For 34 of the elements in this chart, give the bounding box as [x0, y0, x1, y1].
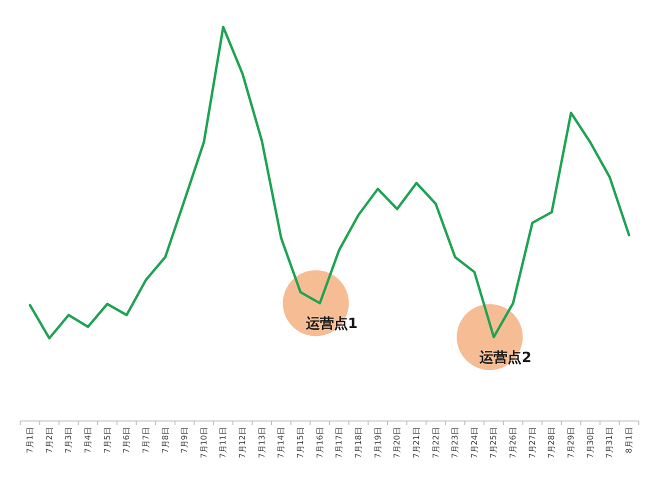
x-tick-label: 7月14日 — [276, 427, 286, 458]
x-tick-label: 7月9日 — [180, 427, 190, 454]
x-tick-label: 7月6日 — [122, 427, 132, 454]
x-tick-label: 7月8日 — [160, 427, 170, 454]
x-tick-label: 7月12日 — [238, 427, 248, 458]
x-tick-label: 7月27日 — [528, 427, 537, 458]
x-tick-label: 7月13日 — [257, 427, 266, 458]
x-tick-label: 7月31日 — [605, 427, 614, 458]
x-tick-label: 7月10日 — [199, 427, 208, 458]
x-tick-label: 7月26日 — [508, 427, 518, 458]
x-tick-label: 7月18日 — [354, 427, 363, 458]
x-tick-label: 7月2日 — [44, 427, 54, 454]
x-tick-label: 7月17日 — [334, 427, 344, 458]
x-tick-label: 7月28日 — [547, 427, 556, 458]
x-tick-label: 7月5日 — [102, 427, 112, 454]
x-tick-label: 7月19日 — [373, 427, 382, 458]
x-tick-label: 7月15日 — [296, 427, 306, 458]
x-tick-label: 7月11日 — [218, 427, 228, 458]
x-tick-label: 7月29日 — [566, 427, 576, 458]
annotation: 运营点2 — [478, 350, 532, 366]
x-tick-label: 7月4日 — [83, 427, 92, 454]
x-tick-label: 8月1日 — [624, 427, 634, 454]
x-tick-label: 7月1日 — [26, 427, 34, 454]
x-tick-label: 7月24日 — [470, 427, 479, 458]
x-tick-label: 7月25日 — [489, 427, 498, 458]
x-tick-label: 7月30日 — [586, 427, 595, 458]
x-tick-label: 7月16日 — [315, 427, 324, 458]
x-tick-label: 7月7日 — [141, 427, 150, 454]
x-tick-label: 7月21日 — [412, 427, 421, 458]
x-tick-label: 7月23日 — [450, 427, 460, 458]
annotation: 运营点1 — [304, 316, 358, 332]
x-tick-label: 7月3日 — [64, 427, 74, 454]
x-tick-label: 7月20日 — [392, 427, 402, 458]
x-tick-label: 7月22日 — [431, 427, 440, 458]
